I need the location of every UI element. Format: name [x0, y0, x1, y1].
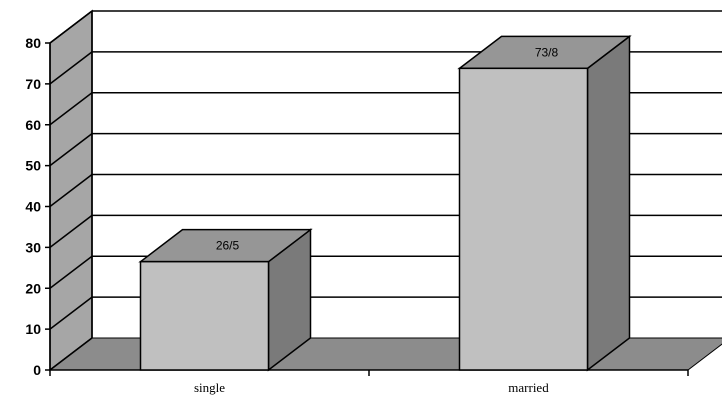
- wall-gridline-50: [49, 133, 93, 167]
- y-axis-tick-labels: 0 10 20 30 40 50 60 70 80: [25, 35, 41, 378]
- data-label-married: 73/8: [535, 45, 559, 59]
- category-label-single: single: [194, 380, 225, 395]
- y-tick-label-30: 30: [25, 239, 41, 255]
- y-tick-label-70: 70: [25, 76, 41, 92]
- data-label-single: 26/5: [216, 239, 240, 253]
- x-axis-category-labels: single married: [194, 380, 549, 395]
- bars: 26/5 73/8: [138, 34, 632, 372]
- y-tick-label-60: 60: [25, 117, 41, 133]
- y-tick-label-10: 10: [25, 321, 41, 337]
- bar-single: 26/5: [138, 228, 313, 372]
- y-tick-label-50: 50: [25, 158, 41, 174]
- wall-gridline-70: [49, 51, 93, 85]
- wall-gridline-40: [49, 173, 93, 208]
- wall-gridline-60: [49, 92, 93, 126]
- y-tick-label-80: 80: [25, 35, 41, 51]
- bar-side-married: [586, 34, 631, 372]
- wall-gridline-20: [49, 255, 93, 289]
- wall-gridline-80: [49, 10, 93, 44]
- wall-gridline-10: [49, 296, 93, 330]
- wall-gridline-30: [49, 214, 93, 248]
- bar-front-single: [139, 260, 270, 371]
- bar-married: 73/8: [457, 34, 632, 372]
- y-tick-label-0: 0: [33, 362, 41, 378]
- y-tick-label-20: 20: [25, 280, 41, 296]
- bar-front-married: [458, 67, 589, 371]
- category-label-married: married: [508, 380, 549, 395]
- y-tick-label-40: 40: [25, 199, 41, 215]
- wall-gridline-0: [49, 337, 93, 371]
